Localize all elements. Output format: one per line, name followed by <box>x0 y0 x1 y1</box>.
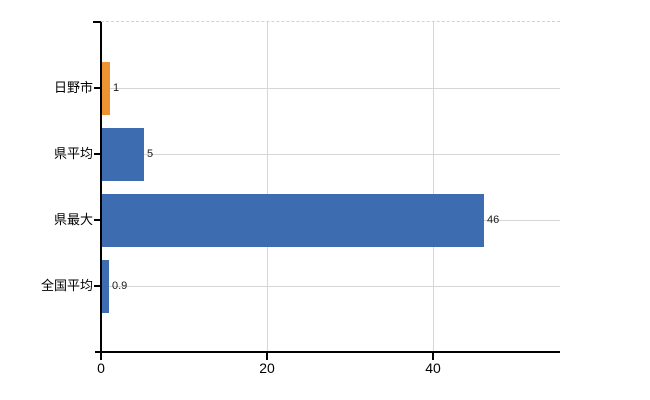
plot-top-border <box>101 21 560 22</box>
y-axis-top-tick <box>93 21 101 23</box>
bar-2 <box>102 128 144 181</box>
bar-4 <box>102 260 109 313</box>
y-axis-category-label: 全国平均 <box>40 278 93 293</box>
y-axis-category-label: 日野市 <box>53 80 93 95</box>
x-axis-tick <box>266 351 268 360</box>
y-axis-line <box>100 22 102 352</box>
x-axis-tick <box>432 351 434 360</box>
y-axis-tick <box>94 285 101 287</box>
y-axis-tick <box>94 153 101 155</box>
x-axis-tick <box>100 351 102 360</box>
y-axis-category-label: 県平均 <box>53 146 93 161</box>
y-axis-tick <box>94 87 101 89</box>
bar-value-label: 1 <box>113 82 120 94</box>
horizontal-gridline <box>101 286 560 287</box>
x-axis-line <box>95 351 560 353</box>
y-axis-tick <box>94 219 101 221</box>
horizontal-gridline <box>101 88 560 89</box>
bar-value-label: 46 <box>487 214 500 226</box>
bar-1 <box>102 62 110 115</box>
x-axis-tick-label: 20 <box>259 360 275 376</box>
vertical-gridline <box>433 22 434 352</box>
x-axis-tick-label: 0 <box>97 360 105 376</box>
horizontal-gridline <box>101 154 560 155</box>
bar-value-label: 5 <box>147 148 154 160</box>
y-axis-category-label: 県最大 <box>53 212 93 227</box>
vertical-gridline <box>267 22 268 352</box>
bar-value-label: 0.9 <box>112 280 128 292</box>
x-axis-tick-label: 40 <box>425 360 441 376</box>
bar-3 <box>102 194 484 247</box>
